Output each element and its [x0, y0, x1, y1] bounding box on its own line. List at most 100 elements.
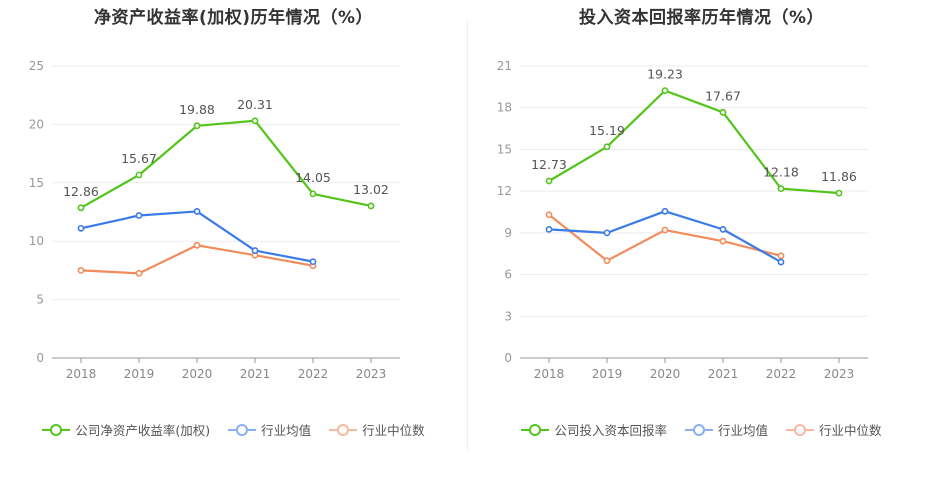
roic-y-tick-label: 3 [504, 309, 512, 323]
roe-chart-legend: 公司净资产收益率(加权) 行业均值 行业中位数 [0, 420, 467, 439]
roe-industry-mean-point[interactable] [309, 258, 317, 266]
roic-legend-marker-industry-mean [684, 423, 713, 436]
roe-company-point[interactable] [77, 204, 85, 212]
roic-industry-median-line [548, 213, 782, 262]
roe-company-point[interactable] [251, 117, 259, 125]
roe-company-data-label: 12.86 [63, 184, 99, 199]
roe-x-tick-label: 2022 [298, 367, 329, 381]
roic-legend-item-industry-mean[interactable]: 行业均值 [684, 420, 768, 439]
roe-chart-title: 净资产收益率(加权)历年情况（%） [93, 8, 374, 28]
roic-y-tick-label: 0 [504, 351, 512, 365]
roe-industry-mean-point[interactable] [135, 212, 143, 219]
roe-y-tick-label: 20 [29, 117, 44, 131]
roic-y-tick-label: 15 [497, 142, 512, 156]
roe-company-data-label: 15.67 [121, 151, 157, 166]
roe-legend-marker-industry-median [329, 423, 358, 436]
roe-legend-item-industry-mean[interactable]: 行业均值 [228, 420, 311, 439]
roe-industry-mean-point[interactable] [193, 208, 201, 215]
roe-legend-marker-industry-mean [228, 423, 257, 436]
roe-line-chart: 0 5 10 15 20 25 2018 2019 2020 2021 2022 2023 12.86 1… [29, 59, 400, 381]
roic-company-data-label: 11.86 [821, 169, 857, 184]
roic-line-chart: 0 3 6 9 12 15 18 21 2018 2019 2020 2021 2022 2023 12.7… [497, 59, 868, 381]
roic-legend-label-company: 公司投入资本回报率 [554, 423, 667, 438]
roe-industry-median-point[interactable] [77, 266, 85, 274]
roe-industry-median-point[interactable] [193, 241, 201, 249]
roe-legend-item-company[interactable]: 公司净资产收益率(加权) [42, 420, 210, 439]
roic-x-tick-label: 2018 [534, 367, 565, 381]
roe-industry-median-point[interactable] [135, 269, 143, 277]
roe-company-point[interactable] [193, 122, 201, 130]
roic-legend-label-industry-median: 行业中位数 [819, 423, 882, 438]
roe-legend-marker-company [42, 423, 71, 436]
roic-industry-mean-point[interactable] [603, 229, 611, 237]
roic-legend-item-company[interactable]: 公司投入资本回报率 [521, 420, 667, 439]
roic-y-tick-label: 12 [497, 184, 512, 198]
roic-company-point[interactable] [545, 177, 553, 185]
roic-industry-mean-line [548, 210, 782, 264]
roe-y-tick-label: 10 [29, 234, 44, 248]
roic-industry-mean-point[interactable] [719, 225, 727, 233]
roe-company-point[interactable] [367, 202, 375, 210]
roic-y-tick-label: 9 [504, 226, 512, 240]
roic-company-point[interactable] [835, 189, 843, 197]
roic-industry-mean-point[interactable] [661, 207, 669, 215]
roe-x-tick-label: 2020 [182, 367, 213, 381]
roic-industry-median-point[interactable] [603, 257, 611, 265]
roe-y-tick-label: 25 [29, 59, 44, 73]
roe-industry-mean-line [80, 210, 314, 263]
panel-divider [467, 20, 468, 450]
roe-company-point[interactable] [135, 171, 143, 179]
roic-industry-median-point[interactable] [545, 211, 553, 219]
roic-x-tick-label: 2023 [824, 367, 855, 381]
roe-x-tick-label: 2018 [66, 367, 97, 381]
roic-x-tick-label: 2020 [650, 367, 681, 381]
roe-company-data-label: 14.05 [295, 170, 331, 185]
roe-legend-item-industry-median[interactable]: 行业中位数 [329, 420, 425, 439]
roe-company-data-label: 19.88 [179, 102, 215, 117]
roe-x-tick-label: 2023 [356, 367, 387, 381]
roic-company-point[interactable] [777, 185, 785, 193]
roic-x-tick-label: 2019 [592, 367, 623, 381]
roe-legend-label-company: 公司净资产收益率(加权) [75, 423, 211, 438]
roe-y-tick-label: 0 [36, 351, 44, 365]
roe-company-data-label: 20.31 [237, 97, 273, 112]
roic-company-data-label: 17.67 [705, 88, 741, 103]
roic-legend-item-industry-median[interactable]: 行业中位数 [786, 420, 882, 439]
roic-chart-legend: 公司投入资本回报率 行业均值 行业中位数 [468, 420, 935, 439]
roe-industry-mean-point[interactable] [251, 247, 259, 254]
roic-chart-title: 投入资本回报率历年情况（%） [578, 8, 825, 28]
roic-y-tick-label: 21 [497, 59, 512, 73]
roic-company-data-label: 12.73 [531, 157, 567, 172]
roe-legend-label-industry-mean: 行业均值 [261, 423, 312, 438]
roic-y-tick-label: 18 [497, 101, 512, 115]
roic-chart-panel: 投入资本回报率历年情况（%） 0 3 6 9 12 15 18 21 2018 2019 2020 2… [468, 0, 935, 480]
roic-industry-mean-point[interactable] [545, 225, 553, 233]
roe-y-tick-label: 15 [29, 176, 44, 190]
roic-x-tick-label: 2022 [766, 367, 797, 381]
roe-x-tick-label: 2021 [240, 367, 271, 381]
roic-industry-median-point[interactable] [777, 252, 785, 260]
roe-company-line [80, 119, 372, 209]
roic-company-point[interactable] [719, 108, 727, 116]
roic-x-tick-label: 2021 [708, 367, 739, 381]
roe-industry-median-line [80, 244, 314, 275]
roic-company-point[interactable] [603, 143, 611, 151]
roe-y-tick-label: 5 [36, 293, 44, 307]
roic-industry-median-point[interactable] [719, 237, 727, 245]
roic-company-point[interactable] [661, 87, 669, 95]
roic-company-data-label: 15.19 [589, 123, 625, 138]
roic-legend-marker-company [521, 423, 550, 436]
roic-y-tick-label: 6 [504, 268, 512, 282]
roe-industry-mean-point[interactable] [77, 224, 85, 232]
roic-legend-label-industry-mean: 行业均值 [717, 423, 768, 438]
roic-legend-marker-industry-median [786, 423, 814, 436]
roic-company-data-label: 12.18 [763, 165, 799, 180]
roe-company-point[interactable] [309, 190, 317, 198]
roe-x-tick-label: 2019 [124, 367, 155, 381]
roic-company-line [548, 89, 840, 195]
roe-chart-panel: 净资产收益率(加权)历年情况（%） 0 5 10 15 20 25 2018 2019 2020… [0, 0, 467, 480]
roic-industry-mean-point[interactable] [777, 258, 785, 266]
roic-industry-median-point[interactable] [661, 226, 669, 234]
roe-company-data-label: 13.02 [353, 182, 389, 197]
